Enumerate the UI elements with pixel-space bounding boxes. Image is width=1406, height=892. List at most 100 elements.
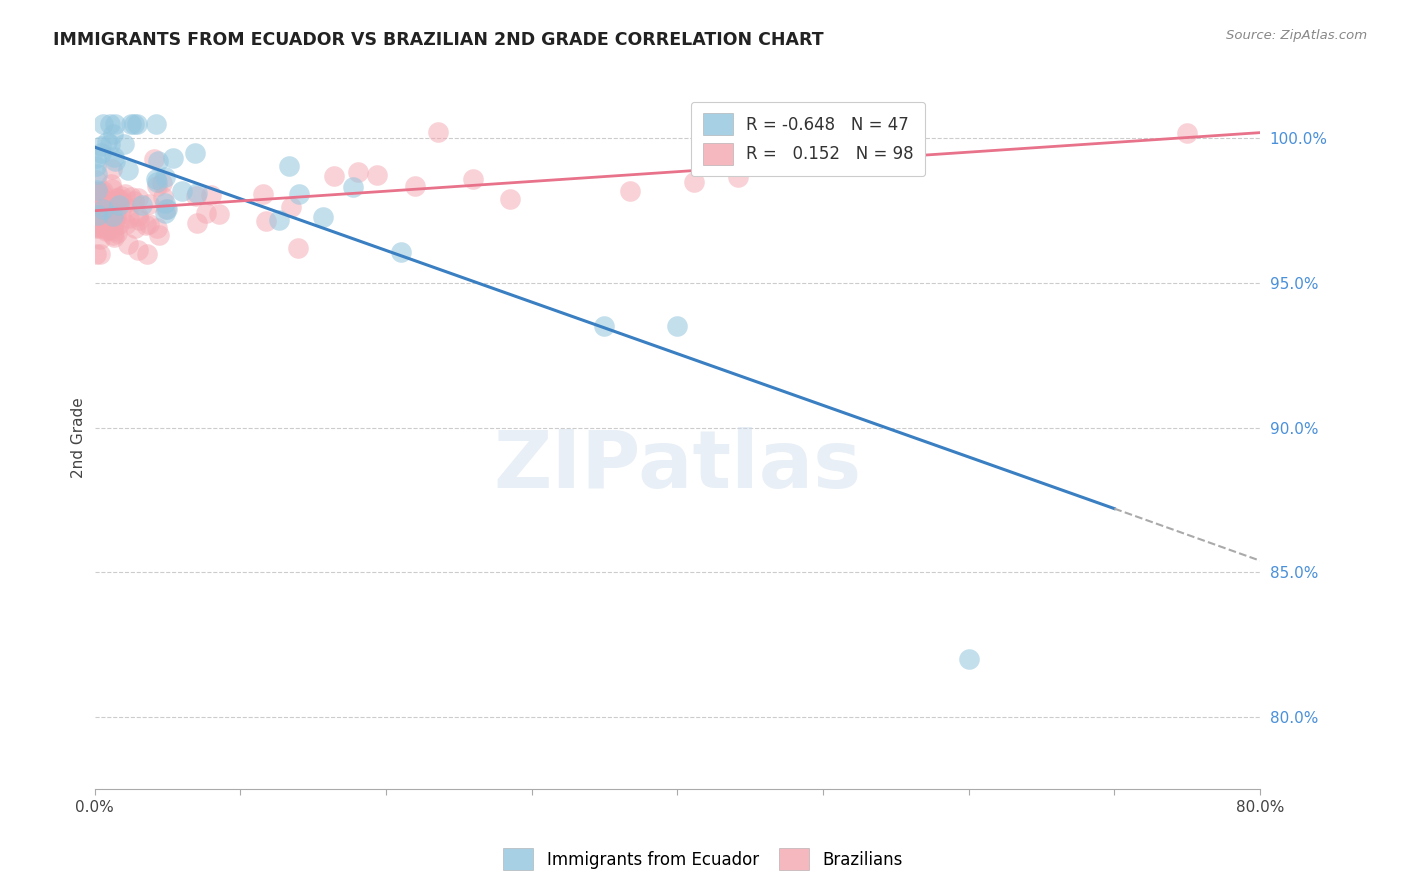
Point xyxy=(127,209,149,223)
Point xyxy=(138,197,160,211)
Point xyxy=(145,117,167,131)
Point xyxy=(84,152,107,166)
Point xyxy=(280,200,302,214)
Point xyxy=(146,178,169,193)
Point xyxy=(114,217,136,231)
Point xyxy=(322,169,344,184)
Legend: R = -0.648   N = 47, R =   0.152   N = 98: R = -0.648 N = 47, R = 0.152 N = 98 xyxy=(692,102,925,177)
Point xyxy=(84,219,107,233)
Point xyxy=(120,190,142,204)
Point xyxy=(727,170,749,185)
Point xyxy=(404,178,426,193)
Point xyxy=(128,213,150,227)
Point xyxy=(84,221,107,235)
Point xyxy=(86,183,108,197)
Point xyxy=(124,221,146,235)
Point xyxy=(110,189,132,203)
Point xyxy=(957,652,980,666)
Point xyxy=(146,221,169,235)
Point xyxy=(91,184,114,198)
Point xyxy=(155,202,177,217)
Point xyxy=(107,198,129,212)
Point xyxy=(89,202,111,216)
Point xyxy=(84,215,107,229)
Point xyxy=(391,245,413,260)
Point xyxy=(200,187,222,202)
Point xyxy=(94,224,117,238)
Point xyxy=(101,222,124,236)
Point xyxy=(252,187,274,202)
Point xyxy=(97,218,120,232)
Point xyxy=(101,181,124,195)
Y-axis label: 2nd Grade: 2nd Grade xyxy=(72,397,86,478)
Point xyxy=(347,165,370,179)
Point xyxy=(145,172,167,186)
Point xyxy=(84,247,107,261)
Point xyxy=(153,169,176,184)
Point xyxy=(148,227,170,242)
Point xyxy=(84,211,107,225)
Text: ZIPatlas: ZIPatlas xyxy=(494,427,862,505)
Point xyxy=(127,191,149,205)
Point xyxy=(287,186,309,201)
Point xyxy=(312,210,335,224)
Point xyxy=(112,197,135,211)
Point xyxy=(155,202,177,216)
Point xyxy=(162,151,184,165)
Point xyxy=(94,221,117,235)
Point xyxy=(91,211,114,225)
Point xyxy=(155,206,177,220)
Point xyxy=(98,136,121,151)
Point xyxy=(103,151,125,165)
Point xyxy=(366,169,388,183)
Point xyxy=(142,153,165,167)
Point xyxy=(127,117,149,131)
Point xyxy=(84,173,107,187)
Point xyxy=(103,229,125,244)
Point xyxy=(89,200,111,214)
Point xyxy=(105,209,128,223)
Point xyxy=(256,214,278,228)
Text: Source: ZipAtlas.com: Source: ZipAtlas.com xyxy=(1226,29,1367,42)
Point xyxy=(277,159,299,173)
Point xyxy=(104,153,127,168)
Point xyxy=(342,179,364,194)
Point xyxy=(101,127,124,141)
Point xyxy=(103,228,125,243)
Point xyxy=(89,213,111,227)
Point xyxy=(463,172,485,186)
Point xyxy=(91,202,114,217)
Point xyxy=(122,194,145,208)
Point xyxy=(89,232,111,246)
Point xyxy=(90,190,112,204)
Point xyxy=(90,200,112,214)
Point xyxy=(150,176,173,190)
Point xyxy=(86,159,108,173)
Point xyxy=(194,206,217,220)
Point xyxy=(186,216,208,230)
Legend: Immigrants from Ecuador, Brazilians: Immigrants from Ecuador, Brazilians xyxy=(496,842,910,877)
Point xyxy=(110,207,132,221)
Point xyxy=(120,117,142,131)
Point xyxy=(101,162,124,177)
Point xyxy=(110,192,132,206)
Point xyxy=(152,190,174,204)
Point xyxy=(100,178,122,192)
Point xyxy=(87,208,110,222)
Point xyxy=(96,211,118,225)
Point xyxy=(90,195,112,210)
Point xyxy=(184,189,207,203)
Point xyxy=(153,195,176,210)
Point xyxy=(91,186,114,201)
Point xyxy=(93,117,115,131)
Point xyxy=(117,211,139,226)
Point xyxy=(127,243,149,257)
Point xyxy=(91,198,114,212)
Point xyxy=(100,212,122,227)
Point xyxy=(107,217,129,231)
Point xyxy=(104,194,127,209)
Point xyxy=(593,319,616,334)
Point xyxy=(183,146,205,161)
Point xyxy=(86,185,108,199)
Point xyxy=(146,154,169,169)
